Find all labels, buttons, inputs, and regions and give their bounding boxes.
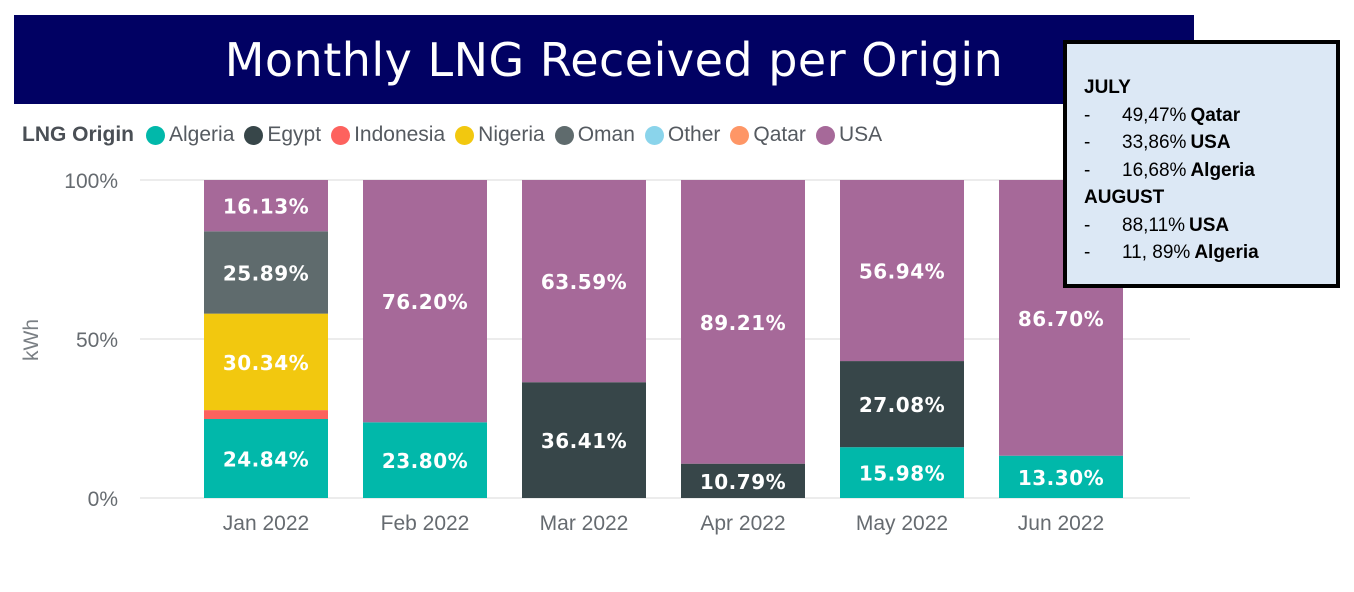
- legend-item-qatar[interactable]: Qatar: [730, 123, 806, 147]
- bar-segment-mar-2022-egypt: [522, 382, 646, 498]
- legend-label-egypt: Egypt: [267, 123, 322, 146]
- x-tick-label: Mar 2022: [540, 512, 629, 535]
- note-line: - 11, 89% Algeria: [1084, 239, 1336, 267]
- note-line: - 16,68% Algeria: [1084, 157, 1336, 185]
- data-label-apr-2022-egypt: 10.79%: [700, 470, 786, 494]
- legend-item-algeria[interactable]: Algeria: [146, 123, 234, 147]
- x-tick-label: May 2022: [856, 512, 948, 535]
- legend-marker-nigeria: [455, 125, 475, 145]
- data-label-jun-2022-algeria: 13.30%: [1018, 466, 1104, 490]
- bar-segment-may-2022-algeria: [840, 447, 964, 498]
- data-label-jan-2022-nigeria: 30.34%: [223, 351, 309, 375]
- legend-item-usa[interactable]: USA: [815, 123, 883, 147]
- legend-label-algeria: Algeria: [169, 123, 235, 146]
- data-label-may-2022-egypt: 27.08%: [859, 393, 945, 417]
- data-label-mar-2022-egypt: 36.41%: [541, 429, 627, 453]
- summary-note-box: JULY -49,47% Qatar -33,86% USA -16,68% Algeria…: [1063, 40, 1340, 288]
- legend-item-oman[interactable]: Oman: [554, 123, 635, 147]
- bar-segment-apr-2022-egypt: [681, 463, 805, 498]
- x-tick-label: Feb 2022: [381, 512, 470, 535]
- x-tick-label: Apr 2022: [700, 512, 785, 535]
- legend-item-indonesia[interactable]: Indonesia: [331, 123, 445, 147]
- note-line: - 33,86% USA: [1084, 129, 1336, 157]
- note-value: 49,47%: [1122, 104, 1187, 126]
- bar-segment-jan-2022-indonesia: [204, 410, 328, 420]
- y-axis-label: kWh: [20, 319, 43, 361]
- note-label: USA: [1190, 132, 1231, 153]
- legend-marker-egypt: [244, 125, 264, 145]
- data-label-feb-2022-usa: 76.20%: [382, 290, 468, 314]
- note-label: Algeria: [1194, 242, 1259, 263]
- data-label-may-2022-usa: 56.94%: [859, 260, 945, 284]
- note-label: Algeria: [1190, 159, 1255, 181]
- data-label-jan-2022-usa: 16.13%: [223, 195, 309, 219]
- note-heading-august: AUGUST: [1084, 187, 1165, 208]
- note-line: - 49,47% Qatar: [1084, 102, 1336, 130]
- legend-item-egypt[interactable]: Egypt: [244, 123, 321, 147]
- note-heading-july: JULY: [1084, 77, 1131, 98]
- legend-label-usa: USA: [838, 123, 883, 146]
- legend-label-indonesia: Indonesia: [354, 123, 446, 146]
- data-label-jan-2022-oman: 25.89%: [223, 261, 309, 285]
- legend-item-nigeria[interactable]: Nigeria: [455, 123, 545, 147]
- bar-segment-feb-2022-usa: [363, 180, 487, 423]
- bar-segment-apr-2022-usa: [681, 180, 805, 464]
- bar-segment-jan-2022-nigeria: [204, 313, 328, 411]
- bar-segment-mar-2022-usa: [522, 180, 646, 383]
- data-label-jun-2022-usa: 86.70%: [1018, 307, 1104, 331]
- legend-marker-oman: [554, 125, 574, 145]
- legend-title: LNG Origin: [22, 123, 134, 146]
- legend-label-qatar: Qatar: [753, 123, 806, 146]
- note-value: 33,86%: [1122, 132, 1187, 153]
- bar-segment-jun-2022-algeria: [999, 455, 1123, 498]
- data-label-may-2022-algeria: 15.98%: [859, 462, 945, 486]
- data-label-feb-2022-algeria: 23.80%: [382, 449, 468, 473]
- bar-segment-jan-2022-oman: [204, 231, 328, 314]
- note-dash: -: [1084, 214, 1091, 236]
- bar-segment-jan-2022-algeria: [204, 419, 328, 498]
- legend-item-other[interactable]: Other: [644, 123, 721, 147]
- y-tick-label: 100%: [64, 170, 118, 193]
- legend-label-oman: Oman: [577, 123, 635, 146]
- note-dash: -: [1084, 132, 1091, 153]
- note-label: Qatar: [1190, 104, 1241, 126]
- legend-marker-other: [644, 125, 664, 145]
- legend: LNG Origin Algeria Egypt Indonesia Nigeria O…: [22, 121, 892, 149]
- legend-marker-usa: [815, 125, 835, 145]
- legend-marker-indonesia: [331, 125, 351, 145]
- bar-segment-jan-2022-usa: [204, 180, 328, 232]
- note-value: 16,68%: [1122, 159, 1187, 181]
- y-tick-label: 50%: [76, 329, 118, 352]
- data-label-jan-2022-algeria: 24.84%: [223, 448, 309, 472]
- bar-segment-may-2022-usa: [840, 180, 964, 362]
- legend-marker-qatar: [730, 125, 750, 145]
- chart-title: Monthly LNG Received per Origin: [224, 32, 1004, 87]
- note-value: 11, 89%: [1122, 242, 1191, 263]
- legend-marker-algeria: [146, 125, 165, 145]
- y-tick-label: 0%: [88, 488, 118, 511]
- bar-segment-feb-2022-algeria: [363, 422, 487, 498]
- bar-segment-may-2022-egypt: [840, 361, 964, 448]
- data-label-mar-2022-usa: 63.59%: [541, 270, 627, 294]
- legend-label-other: Other: [667, 123, 721, 146]
- note-label: USA: [1189, 214, 1230, 236]
- x-tick-label: Jun 2022: [1018, 512, 1104, 535]
- note-value: 88,11%: [1122, 214, 1186, 236]
- title-banner: Monthly LNG Received per Origin: [14, 15, 1194, 104]
- note-line: - 88,11% USA: [1084, 212, 1336, 240]
- note-dash: -: [1084, 104, 1091, 126]
- x-tick-label: Jan 2022: [223, 512, 309, 535]
- data-label-apr-2022-usa: 89.21%: [700, 311, 786, 335]
- note-dash: -: [1084, 159, 1091, 181]
- note-dash: -: [1084, 242, 1091, 263]
- legend-label-nigeria: Nigeria: [478, 123, 545, 146]
